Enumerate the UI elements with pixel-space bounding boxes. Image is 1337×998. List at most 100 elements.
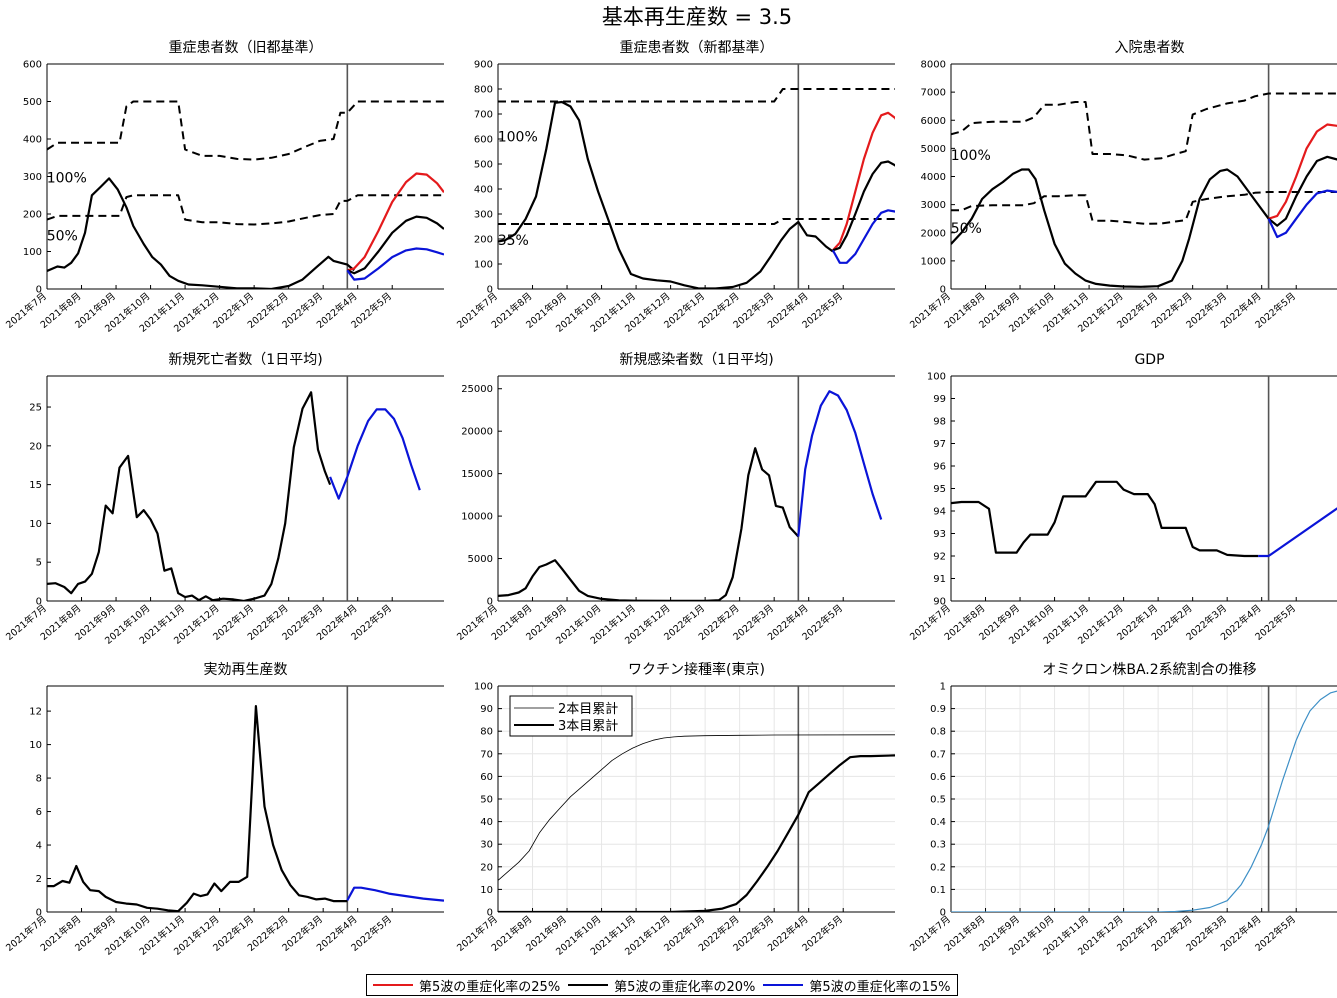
series-line-1 xyxy=(951,690,1337,912)
y-tick-label: 6000 xyxy=(921,116,946,127)
series-group xyxy=(951,690,1337,912)
y-tick-label: 93 xyxy=(933,529,946,540)
y-tick-label: 300 xyxy=(23,172,42,183)
series-line-1 xyxy=(951,92,1337,161)
y-tick-label: 500 xyxy=(23,97,42,108)
series-group xyxy=(47,391,421,601)
threshold-label: 100% xyxy=(498,129,538,145)
y-tick-label: 8 xyxy=(36,774,42,785)
y-tick-label: 95 xyxy=(933,484,946,495)
series-group xyxy=(498,88,895,289)
y-tick-label: 10 xyxy=(29,740,42,751)
panel-title: 重症患者数（旧都基準） xyxy=(169,39,323,56)
threshold-label: 50% xyxy=(47,229,78,245)
y-tick-label: 400 xyxy=(23,135,42,146)
y-tick-label: 20 xyxy=(480,862,493,873)
legend-label-15pct: 第5波の重症化率の15% xyxy=(809,979,951,995)
series-group xyxy=(951,480,1337,558)
y-tick-label: 98 xyxy=(933,417,946,428)
series-line-5 xyxy=(1267,155,1337,227)
y-tick-label: 60 xyxy=(480,772,493,783)
y-tick-label: 2 xyxy=(36,874,42,885)
y-tick-label: 94 xyxy=(933,507,946,518)
y-tick-label: 8000 xyxy=(921,60,946,71)
series-line-3 xyxy=(498,100,834,289)
series-line-2 xyxy=(498,218,895,225)
y-tick-label: 0.6 xyxy=(930,772,946,783)
series-line-2 xyxy=(797,390,883,537)
series-line-2 xyxy=(951,191,1337,225)
chart-panel-9: オミクロン株BA.2系統割合の推移 0 0.1 0.2 0.3 0.4 0.5 0.6 0.7 0… xyxy=(907,661,1337,958)
legend-label-25pct: 第5波の重症化率の25% xyxy=(419,979,561,995)
y-tick-label: 100 xyxy=(23,247,42,258)
y-tick-label: 700 xyxy=(474,110,493,121)
legend-line-black xyxy=(568,984,609,986)
chart-panel-7: 実効再生産数0246810122021年7月2021年8月2021年9月2021… xyxy=(3,662,444,958)
series-line-2 xyxy=(329,408,421,500)
legend-line-blue xyxy=(763,984,804,986)
chart-panel-2: 重症患者数（新都基準）01002003004005006007008009002… xyxy=(454,39,895,335)
series-line-6 xyxy=(1267,189,1337,239)
threshold-label: 35% xyxy=(498,233,529,249)
series-line-4 xyxy=(832,111,895,252)
y-tick-label: 90 xyxy=(480,704,493,715)
series-line-2 xyxy=(47,194,444,226)
series-line-4 xyxy=(1268,123,1337,220)
panel-legend-label: 2本目累計 xyxy=(558,701,618,717)
y-tick-label: 20 xyxy=(29,441,42,452)
series-line-3 xyxy=(47,177,355,289)
y-tick-label: 400 xyxy=(474,185,493,196)
series-line-1 xyxy=(498,88,895,103)
panel-title: 重症患者数（新都基準） xyxy=(620,39,774,56)
series-line-4 xyxy=(347,172,444,272)
legend-item-15pct: 第5波の重症化率の15% xyxy=(763,976,951,995)
series-group xyxy=(498,734,895,912)
series-group xyxy=(498,390,883,601)
series-line-1 xyxy=(47,100,444,161)
chart-panel-6: GDP909192939495969798991002021年7月2021年8月… xyxy=(907,352,1337,647)
y-tick-label: 30 xyxy=(480,840,493,851)
y-tick-label: 97 xyxy=(933,439,946,450)
y-tick-label: 100 xyxy=(474,682,493,693)
series-line-6 xyxy=(346,247,444,281)
y-tick-label: 20000 xyxy=(461,427,493,438)
y-tick-label: 10000 xyxy=(461,512,493,523)
y-tick-label: 900 xyxy=(474,60,493,71)
panel-legend-label: 3本目累計 xyxy=(558,718,618,734)
threshold-label: 100% xyxy=(47,171,87,187)
panel-title: 新規感染者数（1日平均) xyxy=(619,351,773,368)
y-tick-label: 5000 xyxy=(921,144,946,155)
chart-panel-5: 新規感染者数（1日平均)0500010000150002000025000202… xyxy=(454,351,895,647)
figure-legend: 第5波の重症化率の25% 第5波の重症化率の20% 第5波の重症化率の15% xyxy=(366,974,958,996)
series-line-5 xyxy=(832,160,895,252)
y-tick-label: 90 xyxy=(933,597,946,608)
series-line-6 xyxy=(831,209,895,264)
y-tick-label: 96 xyxy=(933,462,946,473)
y-tick-label: 15000 xyxy=(461,469,493,480)
y-tick-label: 5 xyxy=(36,558,42,569)
chart-panel-3: 入院患者数01000200030004000500060007000800020… xyxy=(907,40,1337,335)
y-tick-label: 10 xyxy=(29,519,42,530)
y-tick-label: 800 xyxy=(474,85,493,96)
y-tick-label: 25000 xyxy=(461,384,493,395)
y-tick-label: 100 xyxy=(474,260,493,271)
panel-legend-box xyxy=(509,695,633,737)
series-group xyxy=(47,100,444,289)
y-tick-label: 7000 xyxy=(921,88,946,99)
y-tick-label: 0 xyxy=(487,285,493,296)
chart-panel-1: 重症患者数（旧都基準）01002003004005006002021年7月202… xyxy=(3,39,444,335)
series-line-1 xyxy=(498,447,800,601)
threshold-label: 100% xyxy=(951,148,991,164)
y-tick-label: 40 xyxy=(480,817,493,828)
y-tick-label: 200 xyxy=(474,235,493,246)
y-tick-label: 99 xyxy=(933,394,946,405)
series-line-1 xyxy=(47,705,348,912)
y-tick-label: 0 xyxy=(940,285,946,296)
chart-panels: 重症患者数（旧都基準）01002003004005006002021年7月202… xyxy=(3,39,1337,958)
y-tick-label: 0.4 xyxy=(930,817,946,828)
y-tick-label: 50 xyxy=(480,795,493,806)
y-tick-label: 10 xyxy=(480,885,493,896)
y-tick-label: 100 xyxy=(927,372,946,383)
chart-panel-4: 新規死亡者数（1日平均)05101520252021年7月2021年8月2021… xyxy=(3,352,444,647)
